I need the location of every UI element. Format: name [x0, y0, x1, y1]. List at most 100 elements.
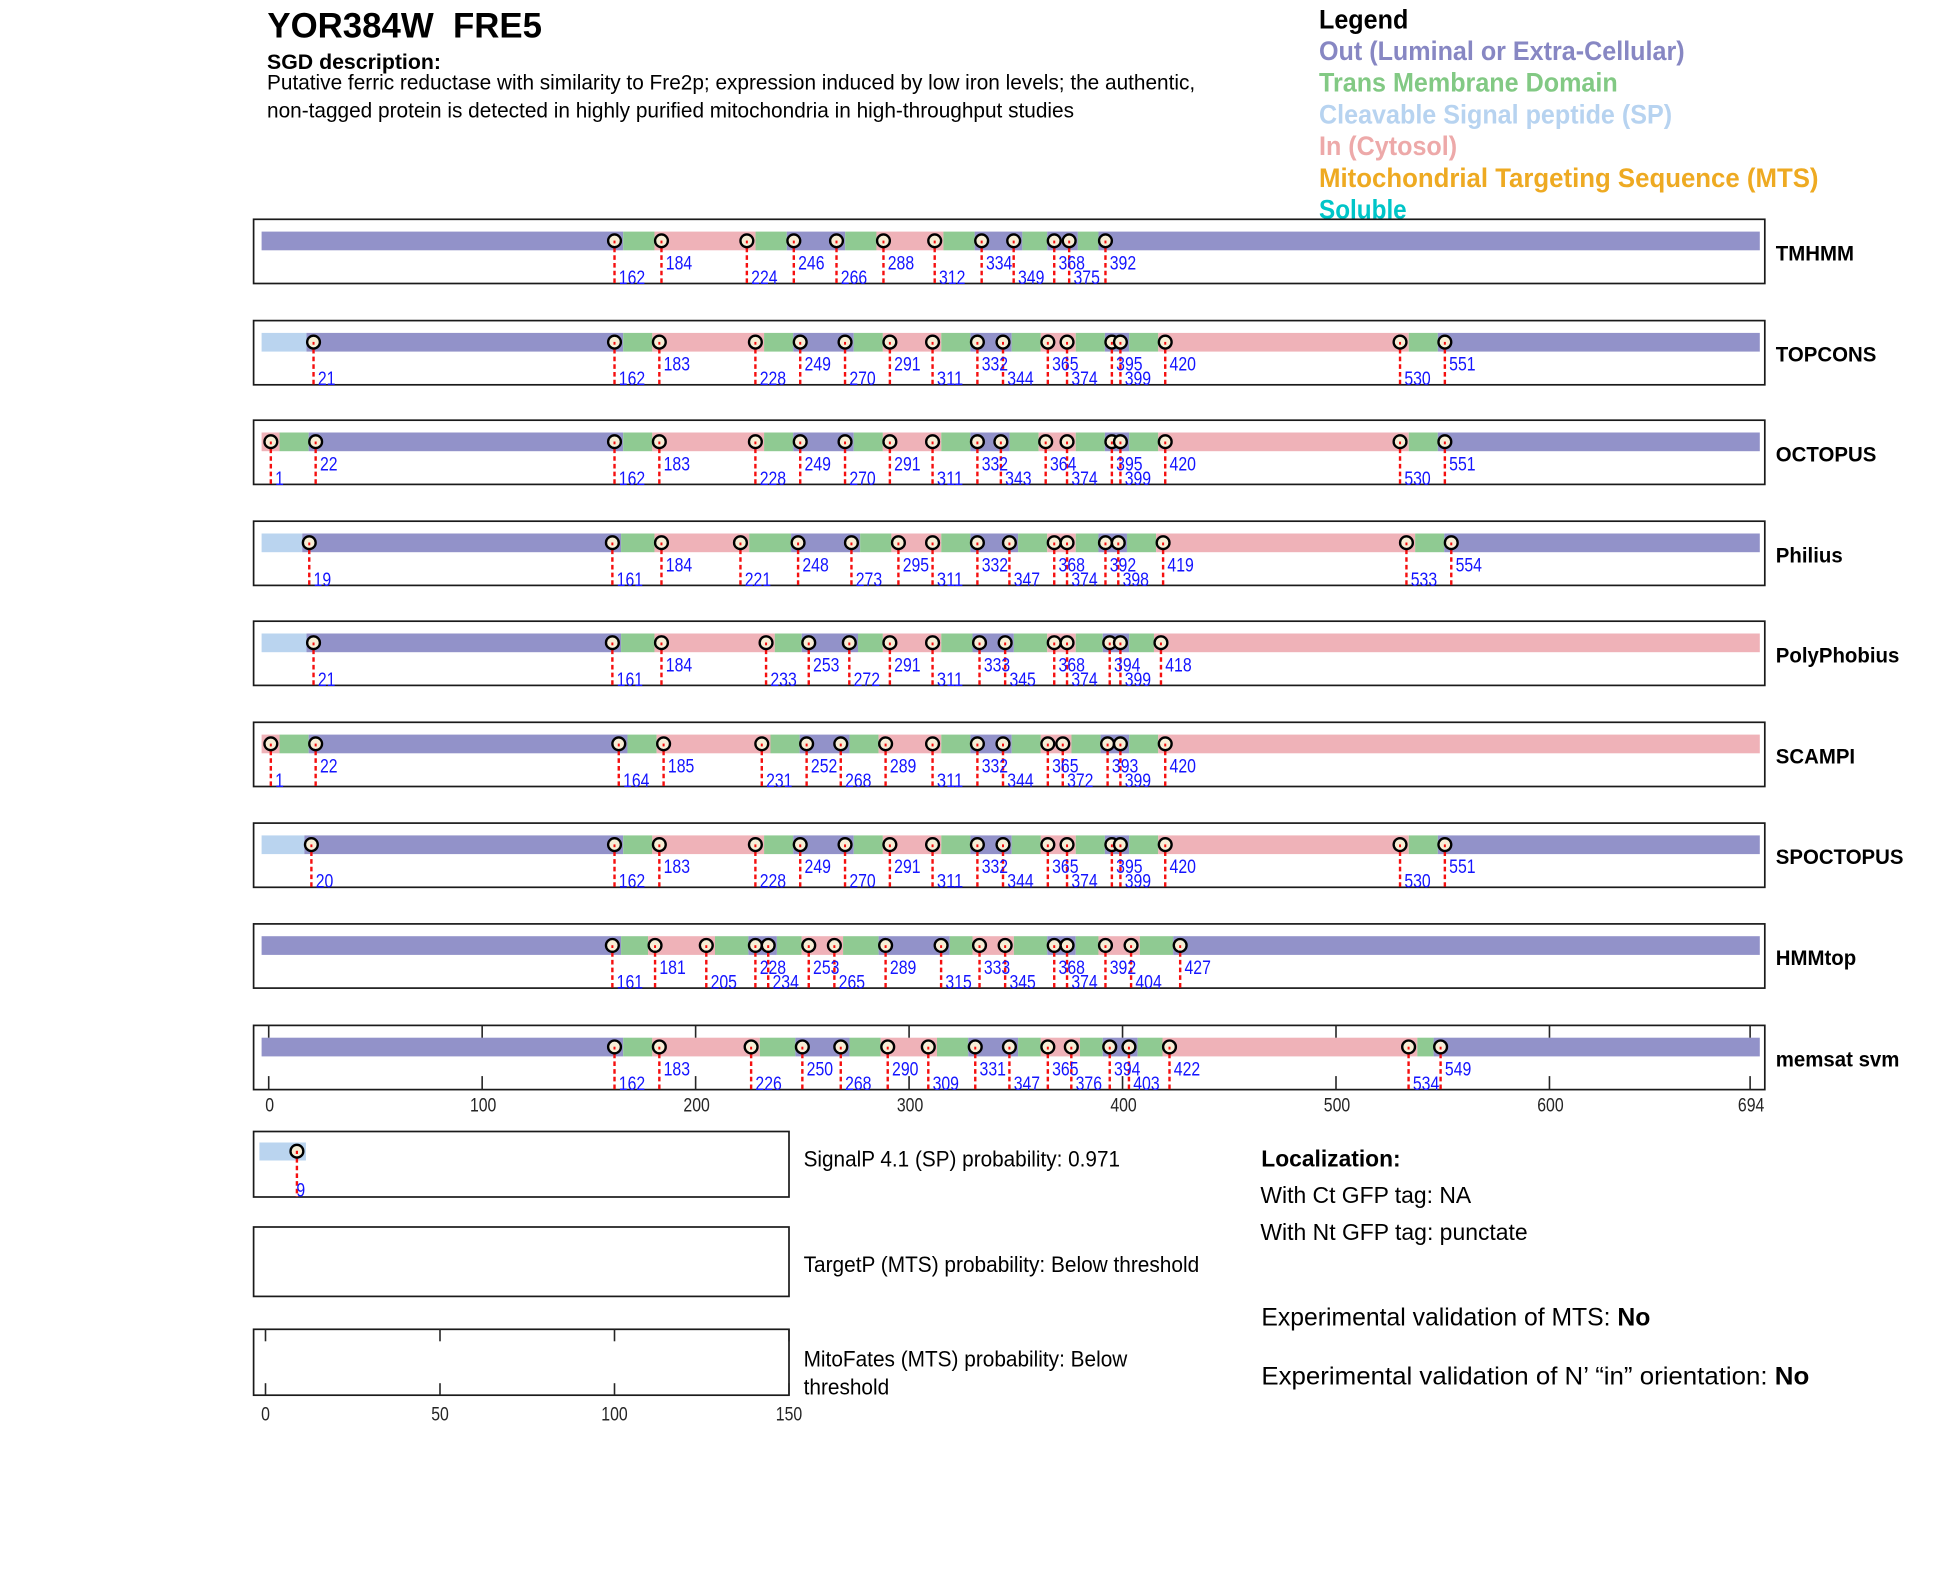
svg-text:368: 368 — [1059, 958, 1085, 979]
svg-text:399: 399 — [1125, 670, 1151, 691]
svg-text:MitoFates (MTS) probability: B: MitoFates (MTS) probability: Below — [804, 1347, 1128, 1372]
svg-text:400: 400 — [1110, 1095, 1136, 1116]
svg-text:311: 311 — [937, 670, 963, 691]
svg-text:344: 344 — [1007, 771, 1034, 792]
svg-text:368: 368 — [1059, 555, 1085, 576]
svg-text:253: 253 — [813, 958, 839, 979]
svg-text:248: 248 — [802, 555, 828, 576]
svg-text:365: 365 — [1052, 756, 1078, 777]
svg-text:226: 226 — [755, 1074, 781, 1095]
svg-text:365: 365 — [1052, 355, 1078, 376]
svg-text:249: 249 — [805, 454, 831, 475]
svg-text:OCTOPUS: OCTOPUS — [1776, 442, 1877, 466]
svg-text:419: 419 — [1167, 555, 1193, 576]
svg-text:TMHMM: TMHMM — [1776, 241, 1854, 265]
svg-text:392: 392 — [1110, 555, 1136, 576]
svg-text:Out (Luminal or Extra-Cellular: Out (Luminal or Extra-Cellular) — [1319, 36, 1685, 66]
svg-text:162: 162 — [619, 268, 645, 289]
svg-text:344: 344 — [1007, 872, 1034, 893]
svg-text:311: 311 — [937, 469, 963, 490]
svg-text:273: 273 — [856, 570, 882, 591]
svg-text:SGD description:: SGD description: — [267, 50, 441, 74]
svg-text:347: 347 — [1014, 570, 1040, 591]
svg-text:372: 372 — [1067, 771, 1093, 792]
svg-text:345: 345 — [1009, 973, 1035, 994]
svg-text:228: 228 — [760, 872, 786, 893]
svg-text:315: 315 — [945, 973, 971, 994]
svg-text:399: 399 — [1125, 771, 1151, 792]
svg-text:554: 554 — [1456, 555, 1483, 576]
svg-text:161: 161 — [617, 570, 643, 591]
svg-text:334: 334 — [986, 253, 1013, 274]
svg-text:164: 164 — [623, 771, 650, 792]
svg-text:332: 332 — [982, 857, 1008, 878]
svg-text:With Nt GFP tag: punctate: With Nt GFP tag: punctate — [1260, 1219, 1527, 1245]
svg-text:290: 290 — [892, 1060, 918, 1081]
svg-text:252: 252 — [811, 756, 837, 777]
svg-text:300: 300 — [897, 1095, 923, 1116]
svg-text:21: 21 — [318, 369, 336, 390]
svg-text:420: 420 — [1170, 355, 1196, 376]
svg-text:268: 268 — [845, 771, 871, 792]
svg-text:221: 221 — [745, 570, 771, 591]
svg-text:228: 228 — [760, 958, 786, 979]
svg-text:234: 234 — [773, 973, 800, 994]
svg-text:291: 291 — [894, 655, 920, 676]
svg-text:530: 530 — [1404, 872, 1430, 893]
svg-text:185: 185 — [668, 756, 694, 777]
svg-text:368: 368 — [1059, 655, 1085, 676]
svg-text:1: 1 — [275, 771, 284, 792]
svg-text:threshold: threshold — [804, 1375, 890, 1400]
svg-text:291: 291 — [894, 454, 920, 475]
svg-text:Experimental validation of N’: Experimental validation of N’ “in” orien… — [1261, 1363, 1774, 1391]
svg-text:365: 365 — [1052, 1060, 1078, 1081]
svg-text:162: 162 — [619, 469, 645, 490]
svg-text:265: 265 — [839, 973, 865, 994]
svg-text:TOPCONS: TOPCONS — [1776, 343, 1877, 367]
svg-text:21: 21 — [318, 670, 336, 691]
svg-text:SignalP 4.1 (SP) probability:: SignalP 4.1 (SP) probability: 0.971 — [804, 1147, 1120, 1172]
svg-text:374: 374 — [1071, 469, 1098, 490]
svg-text:231: 231 — [766, 771, 792, 792]
svg-text:HMMtop: HMMtop — [1776, 946, 1856, 970]
svg-text:TargetP (MTS) probability: Bel: TargetP (MTS) probability: Below thresho… — [804, 1252, 1200, 1277]
svg-text:161: 161 — [617, 973, 643, 994]
svg-text:374: 374 — [1071, 369, 1098, 390]
svg-text:345: 345 — [1009, 670, 1035, 691]
svg-text:Trans Membrane Domain: Trans Membrane Domain — [1319, 68, 1618, 98]
svg-text:19: 19 — [314, 570, 332, 591]
svg-text:331: 331 — [980, 1060, 1006, 1081]
svg-text:295: 295 — [903, 555, 929, 576]
svg-text:333: 333 — [984, 655, 1010, 676]
svg-text:392: 392 — [1110, 253, 1136, 274]
svg-text:368: 368 — [1059, 253, 1085, 274]
svg-text:249: 249 — [805, 355, 831, 376]
svg-text:374: 374 — [1071, 973, 1098, 994]
svg-text:694: 694 — [1738, 1095, 1765, 1116]
svg-text:SPOCTOPUS: SPOCTOPUS — [1776, 845, 1904, 869]
svg-text:205: 205 — [711, 973, 737, 994]
svg-text:344: 344 — [1007, 369, 1034, 390]
svg-text:395: 395 — [1116, 454, 1142, 475]
svg-text:YOR384W FRE5: YOR384W FRE5 — [267, 7, 542, 46]
svg-text:0: 0 — [265, 1095, 274, 1116]
svg-text:311: 311 — [937, 872, 963, 893]
svg-text:551: 551 — [1449, 355, 1475, 376]
svg-text:Putative ferric reductase with: Putative ferric reductase with similarit… — [267, 71, 1195, 94]
svg-text:22: 22 — [320, 454, 338, 475]
svg-text:181: 181 — [659, 958, 685, 979]
svg-text:399: 399 — [1125, 872, 1151, 893]
svg-text:Legend: Legend — [1319, 4, 1408, 34]
svg-text:250: 250 — [807, 1060, 833, 1081]
svg-text:393: 393 — [1112, 756, 1138, 777]
svg-text:332: 332 — [982, 555, 1008, 576]
svg-text:228: 228 — [760, 469, 786, 490]
svg-text:183: 183 — [664, 857, 690, 878]
svg-text:memsat svm: memsat svm — [1776, 1048, 1900, 1072]
svg-text:551: 551 — [1449, 857, 1475, 878]
svg-text:100: 100 — [601, 1405, 627, 1426]
svg-text:289: 289 — [890, 756, 916, 777]
svg-text:253: 253 — [813, 655, 839, 676]
svg-text:No: No — [1775, 1363, 1810, 1391]
svg-text:291: 291 — [894, 355, 920, 376]
